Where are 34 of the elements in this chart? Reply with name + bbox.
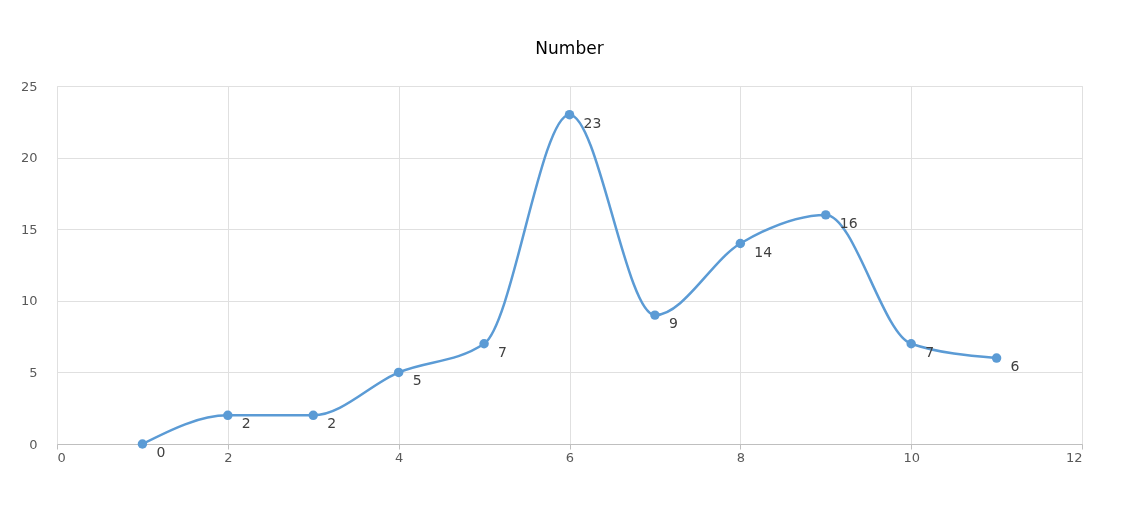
data-label: 2 <box>327 415 337 432</box>
data-label: 23 <box>583 114 602 131</box>
point <box>650 310 660 320</box>
point <box>137 439 148 449</box>
data-label: 6 <box>1010 358 1020 375</box>
x-tick-label: 2 <box>224 449 233 465</box>
point <box>906 339 916 349</box>
y-tick-label: 20 <box>20 150 38 166</box>
point <box>308 410 318 421</box>
data-label: 9 <box>668 315 678 332</box>
point <box>564 109 575 120</box>
y-tick-label: 5 <box>29 364 38 380</box>
y-tick-label: 25 <box>20 78 38 94</box>
point <box>991 353 1002 363</box>
point <box>821 210 831 220</box>
point <box>393 367 404 378</box>
chart-title: Number <box>535 38 604 58</box>
data-label: 16 <box>839 214 858 231</box>
x-tick-label: 8 <box>736 449 745 465</box>
point <box>223 410 233 421</box>
x-tick-label: 12 <box>1065 449 1083 465</box>
x-tick-label: 4 <box>395 449 404 465</box>
x-tick-label: 0 <box>57 449 66 465</box>
y-tick-label: 0 <box>29 436 38 452</box>
x-tick-label: 6 <box>565 449 575 465</box>
point <box>735 238 746 249</box>
data-label: 5 <box>412 372 422 389</box>
data-label: 7 <box>498 343 508 360</box>
y-tick-label: 10 <box>20 293 38 309</box>
data-label: 2 <box>241 415 251 432</box>
data-label: 14 <box>754 243 773 260</box>
point <box>479 339 489 349</box>
y-tick-label: 15 <box>20 221 38 237</box>
x-tick-label: 10 <box>903 449 920 465</box>
